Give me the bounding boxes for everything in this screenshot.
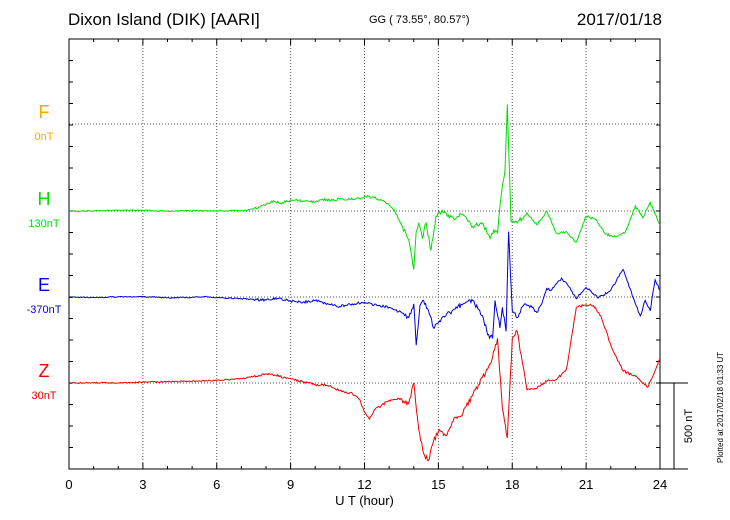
series-label-h: H — [38, 189, 51, 209]
x-tick-label: 15 — [431, 477, 445, 492]
x-tick-label: 6 — [213, 477, 220, 492]
series-line-z — [68, 303, 661, 461]
x-tick-label: 0 — [65, 477, 72, 492]
series-label-z: Z — [39, 361, 50, 381]
chart-title: Dixon Island (DIK) [AARI] — [68, 10, 260, 29]
x-axis-label: U T (hour) — [335, 493, 394, 508]
x-tick-label: 24 — [653, 477, 667, 492]
x-tick-label: 18 — [505, 477, 519, 492]
x-tick-label: 21 — [579, 477, 593, 492]
baseline-label-f: 0nT — [35, 131, 54, 143]
series-line-h — [68, 104, 661, 270]
series-label-f: F — [39, 102, 50, 122]
station-coordinates: GG ( 73.55°, 80.57°) — [369, 14, 470, 26]
baseline-label-h: 130nT — [28, 218, 59, 230]
x-tick-label: 3 — [139, 477, 146, 492]
series-line-e — [68, 231, 661, 346]
chart-date: 2017/01/18 — [576, 10, 662, 29]
scale-bar-label: 500 nT — [683, 409, 695, 444]
x-tick-label: 12 — [357, 477, 371, 492]
baseline-label-e: -370nT — [27, 304, 62, 316]
plotted-timestamp: Plotted at 2017/02/18 01:33 UT — [716, 351, 725, 463]
plot-frame — [68, 38, 661, 470]
x-tick-label: 9 — [287, 477, 294, 492]
baseline-label-z: 30nT — [31, 390, 56, 402]
series-label-e: E — [38, 275, 50, 295]
